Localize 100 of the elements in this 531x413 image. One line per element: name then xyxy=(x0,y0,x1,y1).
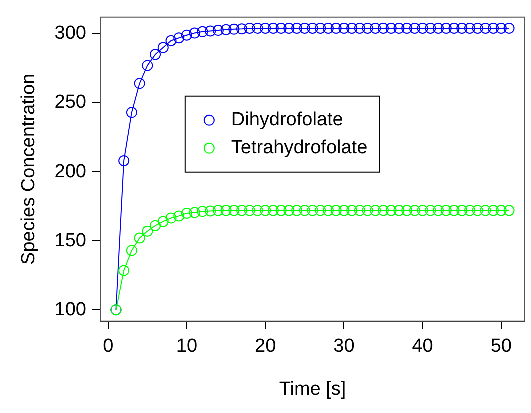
point xyxy=(417,205,428,216)
point xyxy=(197,26,208,38)
point xyxy=(433,22,444,34)
point xyxy=(118,265,130,276)
point xyxy=(205,206,216,217)
point xyxy=(378,22,389,34)
point xyxy=(394,22,405,34)
point xyxy=(228,24,240,35)
x-tick-label: 10 xyxy=(176,336,198,358)
point xyxy=(166,35,177,46)
point xyxy=(330,205,342,216)
point xyxy=(142,60,154,72)
point xyxy=(322,22,334,34)
point xyxy=(150,49,162,60)
point xyxy=(220,24,232,36)
point xyxy=(299,205,310,216)
point xyxy=(370,22,382,34)
point xyxy=(252,22,264,34)
point xyxy=(292,22,303,34)
point xyxy=(244,22,256,34)
point xyxy=(409,205,420,216)
point xyxy=(480,22,492,34)
point xyxy=(448,205,460,216)
x-tick-label: 30 xyxy=(334,336,355,358)
point xyxy=(228,205,240,216)
point xyxy=(292,205,303,216)
point xyxy=(402,22,413,34)
point xyxy=(276,22,287,34)
x-axis-title: Time [s] xyxy=(279,378,346,400)
point xyxy=(118,155,130,166)
point xyxy=(362,205,374,216)
point xyxy=(299,22,310,34)
point xyxy=(386,22,397,34)
point xyxy=(276,205,287,216)
point xyxy=(212,25,224,36)
point xyxy=(338,22,350,34)
point xyxy=(220,205,232,216)
point xyxy=(425,22,436,34)
point xyxy=(315,22,326,34)
point xyxy=(150,220,162,232)
point xyxy=(260,22,272,34)
point xyxy=(158,216,169,228)
y-tick-label: 300 xyxy=(54,23,86,44)
point xyxy=(236,24,248,35)
point xyxy=(440,205,452,216)
point xyxy=(394,205,405,216)
point xyxy=(330,22,342,34)
point xyxy=(425,205,436,216)
point xyxy=(370,205,382,216)
point xyxy=(284,22,295,34)
point xyxy=(440,22,452,34)
y-tick-label: 100 xyxy=(54,299,86,320)
point xyxy=(252,205,264,216)
point xyxy=(354,205,366,216)
point xyxy=(433,205,444,216)
point xyxy=(378,205,389,216)
point xyxy=(212,205,224,216)
point xyxy=(472,205,484,216)
point xyxy=(268,22,279,34)
point xyxy=(181,30,192,41)
x-tick-label: 0 xyxy=(103,336,114,358)
point xyxy=(189,207,200,218)
point xyxy=(362,22,374,34)
point xyxy=(126,107,138,118)
x-tick-label: 40 xyxy=(412,336,434,358)
point xyxy=(244,205,256,216)
point xyxy=(504,205,515,216)
point xyxy=(409,22,420,34)
point xyxy=(322,205,334,216)
point xyxy=(386,205,397,216)
point xyxy=(402,205,413,216)
point xyxy=(472,22,484,34)
point xyxy=(205,26,216,37)
point xyxy=(260,205,272,216)
point xyxy=(236,205,248,216)
point xyxy=(268,205,279,216)
point xyxy=(456,22,468,34)
y-tick-label: 150 xyxy=(54,230,86,252)
point xyxy=(174,32,185,44)
point xyxy=(189,28,200,39)
y-axis-title: Species Concentration xyxy=(18,74,40,265)
point xyxy=(181,208,192,219)
point xyxy=(346,205,358,216)
point xyxy=(488,22,500,34)
x-tick-label: 20 xyxy=(255,336,276,358)
x-tick-label: 50 xyxy=(490,336,512,358)
y-tick-label: 250 xyxy=(54,92,86,114)
point xyxy=(346,22,358,34)
legend-label: Tetrahydrofolate xyxy=(231,138,368,159)
point xyxy=(307,22,318,34)
point xyxy=(166,212,177,224)
legend-label: Dihydrofolate xyxy=(231,110,344,131)
point xyxy=(126,245,138,256)
point xyxy=(307,205,318,216)
point xyxy=(496,205,507,216)
point xyxy=(338,205,350,216)
point xyxy=(197,206,208,218)
point xyxy=(464,22,476,34)
point xyxy=(354,22,366,34)
point xyxy=(448,22,460,34)
